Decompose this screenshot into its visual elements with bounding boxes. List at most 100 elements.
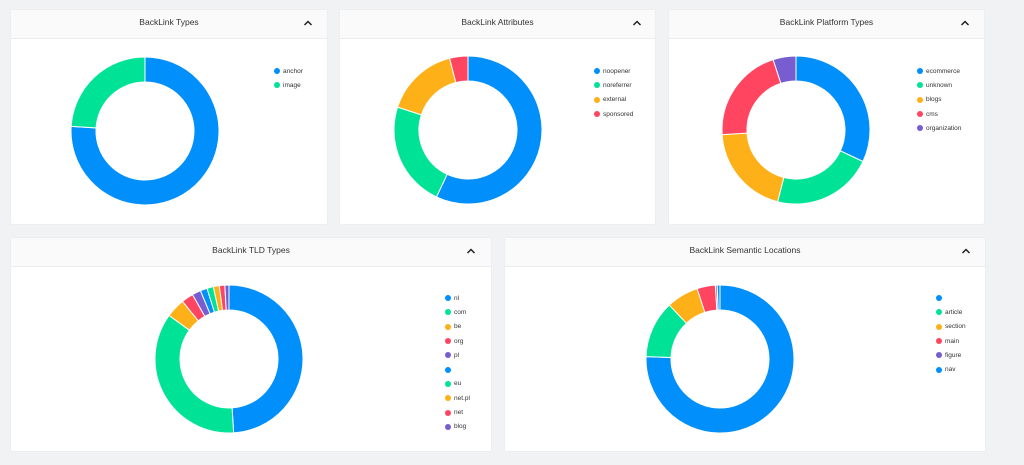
legend-item-com[interactable]: com [445, 305, 470, 319]
legend-item-article[interactable]: article [936, 305, 966, 319]
legend-label: pl [454, 351, 460, 359]
legend-label: section [945, 323, 966, 331]
legend-item-pl[interactable]: pl [445, 348, 470, 362]
legend-item-net[interactable]: net [445, 405, 470, 419]
legend-label: cms [926, 110, 938, 118]
legend-label: nav [945, 366, 956, 374]
legend-label: be [454, 323, 462, 331]
legend-label: anchor [283, 67, 303, 75]
chevron-up-icon[interactable] [629, 15, 645, 31]
legend-item-eu[interactable]: eu [445, 377, 470, 391]
legend-item-nl[interactable]: nl [445, 291, 470, 305]
legend-marker [936, 338, 942, 345]
legend-item-blogs[interactable]: blogs [917, 93, 961, 107]
card-backlink-platform-types: BackLink Platform Types ecommerce unknown… [669, 10, 984, 224]
legend-label: com [454, 308, 467, 316]
slice-com[interactable] [154, 314, 235, 434]
legend: ecommerce unknown blogs cms organization [917, 64, 961, 135]
slice-blog[interactable] [224, 284, 230, 311]
legend-label: external [603, 96, 627, 104]
legend-marker [445, 338, 451, 345]
legend-label: sponsored [603, 110, 634, 118]
slice-external[interactable] [396, 57, 457, 116]
legend-label: image [283, 81, 301, 89]
donut-chart [393, 55, 543, 205]
slice-nav[interactable] [716, 284, 721, 311]
legend-label: blogs [926, 96, 942, 104]
legend: anchor image [274, 64, 303, 93]
legend-item-cms[interactable]: cms [917, 107, 961, 121]
legend-item-figure[interactable]: figure [936, 348, 966, 362]
legend-label: org [454, 337, 464, 345]
legend-item-unnamed[interactable] [936, 291, 966, 305]
card-header: BackLink Platform Types [669, 10, 984, 39]
legend-label: organization [926, 124, 962, 132]
legend-item-noreferrer[interactable]: noreferrer [594, 78, 633, 92]
legend-item-be[interactable]: be [445, 320, 470, 334]
slice-noopener[interactable] [435, 55, 543, 205]
chevron-up-icon[interactable] [958, 243, 974, 259]
legend: nl com be org pl eu net.pl net blog [445, 291, 470, 434]
legend-marker [445, 395, 451, 402]
legend-item-organization[interactable]: organization [917, 121, 961, 135]
legend-marker [274, 68, 280, 75]
legend-item-noopener[interactable]: noopener [594, 64, 633, 78]
slice-blogs[interactable] [721, 132, 785, 203]
legend-label: net.pl [454, 394, 470, 402]
legend-marker [445, 409, 451, 416]
card-header: BackLink Types [11, 10, 327, 39]
legend-item-nav[interactable]: nav [936, 362, 966, 376]
slice-sponsored[interactable] [448, 55, 469, 84]
legend-label: ecommerce [926, 67, 960, 75]
legend-label: nl [454, 294, 460, 302]
chevron-up-icon[interactable] [957, 15, 973, 31]
donut-chart [70, 56, 220, 206]
slice-ecommerce[interactable] [795, 55, 871, 163]
slice-unnamed[interactable] [645, 284, 795, 434]
legend-item-anchor[interactable]: anchor [274, 64, 303, 78]
donut-chart [154, 284, 304, 434]
slice-organization[interactable] [772, 55, 797, 85]
legend-marker [445, 323, 451, 330]
legend-item-unknown[interactable]: unknown [917, 78, 961, 92]
card-title: BackLink Semantic Locations [689, 245, 801, 255]
legend-label: figure [945, 351, 962, 359]
slice-nl[interactable] [228, 284, 304, 434]
chevron-up-icon[interactable] [463, 243, 479, 259]
legend-marker [917, 96, 923, 103]
legend-item-main[interactable]: main [936, 334, 966, 348]
legend: noopener noreferrer external sponsored [594, 64, 633, 121]
legend-item-image[interactable]: image [274, 78, 303, 92]
slice-image[interactable] [70, 56, 146, 129]
legend-marker [936, 323, 942, 330]
legend-marker [936, 366, 942, 373]
legend-marker [445, 352, 451, 359]
legend-item-sponsored[interactable]: sponsored [594, 107, 633, 121]
legend-label: noreferrer [603, 81, 632, 89]
slice-anchor[interactable] [70, 56, 220, 206]
legend-marker [917, 82, 923, 89]
legend-label: net [454, 409, 464, 417]
legend-item-blog[interactable]: blog [445, 420, 470, 434]
legend-item-net-pl[interactable]: net.pl [445, 391, 470, 405]
legend-label: article [945, 308, 963, 316]
legend-label: noopener [603, 67, 631, 75]
legend-item-org[interactable]: org [445, 334, 470, 348]
chevron-up-icon[interactable] [300, 15, 316, 31]
card-backlink-attributes: BackLink Attributes noopener noreferrer ex… [340, 10, 655, 224]
legend-marker [917, 111, 923, 118]
slice-unknown[interactable] [776, 150, 864, 205]
legend-item-unnamed[interactable] [445, 362, 470, 376]
slice-cms[interactable] [721, 58, 782, 136]
card-backlink-tld-types: BackLink TLD Types nl com be org pl eu net.pl n… [11, 238, 491, 451]
legend-item-section[interactable]: section [936, 320, 966, 334]
legend-marker [445, 380, 451, 387]
slice-noreferrer[interactable] [393, 106, 448, 198]
legend-item-ecommerce[interactable]: ecommerce [917, 64, 961, 78]
legend-label: main [945, 337, 960, 345]
card-title: BackLink Attributes [461, 17, 534, 27]
card-title: BackLink TLD Types [212, 245, 290, 255]
legend-marker [274, 82, 280, 89]
legend-item-external[interactable]: external [594, 93, 633, 107]
legend-marker [917, 68, 923, 75]
